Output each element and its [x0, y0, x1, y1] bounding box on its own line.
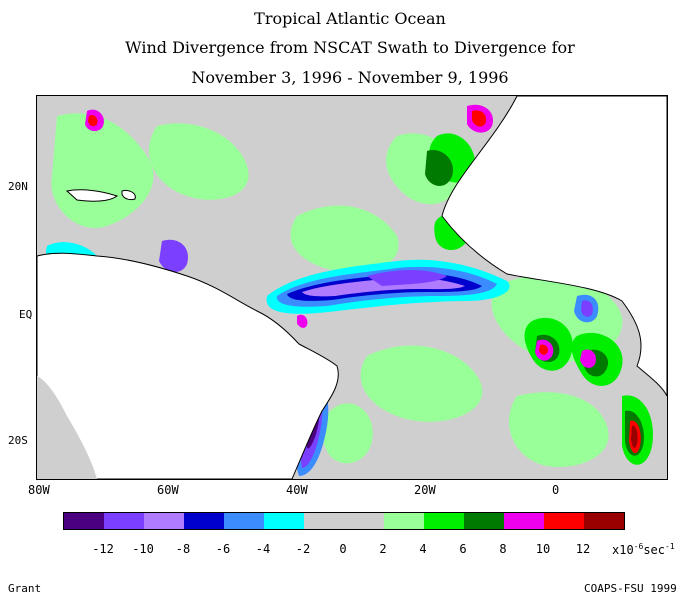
- lat-label-20n: 20N: [8, 180, 28, 193]
- legend-unit-base: x10: [612, 543, 634, 557]
- legend-tick-label: 2: [379, 542, 387, 556]
- divergence-map: [36, 95, 668, 480]
- footer-right: COAPS-FSU 1999: [584, 582, 677, 595]
- color-legend: [63, 512, 625, 530]
- legend-swatch: [464, 513, 504, 529]
- legend-tick-label: 0: [339, 542, 347, 556]
- legend-swatch: [104, 513, 144, 529]
- legend-unit-exponent2: -1: [665, 542, 675, 551]
- legend-swatch: [184, 513, 224, 529]
- legend-swatch: [504, 513, 544, 529]
- lon-label-20w: 20W: [414, 483, 436, 497]
- legend-tick-label: -10: [132, 542, 154, 556]
- legend-swatch: [584, 513, 624, 529]
- footer-left: Grant: [8, 582, 42, 595]
- legend-tick-label: -8: [175, 542, 191, 556]
- legend-swatch: [424, 513, 464, 529]
- legend-unit-exponent: -6: [633, 542, 644, 551]
- legend-swatch: [304, 513, 344, 529]
- title-line-3: November 3, 1996 - November 9, 1996: [191, 68, 509, 87]
- title-line-1: Tropical Atlantic Ocean: [254, 9, 446, 28]
- legend-unit-sec: sec: [643, 543, 666, 557]
- legend-tick-label: -2: [295, 542, 311, 556]
- legend-tick-label: 12: [575, 542, 591, 556]
- legend-tick-label: 6: [459, 542, 467, 556]
- legend-swatch: [224, 513, 264, 529]
- legend-unit: x10-6sec-1: [612, 542, 675, 557]
- legend-swatch: [384, 513, 424, 529]
- legend-swatch: [544, 513, 584, 529]
- title-line-2: Wind Divergence from NSCAT Swath to Dive…: [125, 38, 575, 57]
- legend-swatch: [144, 513, 184, 529]
- legend-tick-label: -4: [255, 542, 271, 556]
- lat-label-eq: EQ: [19, 308, 33, 321]
- map-field: [37, 96, 667, 479]
- lat-label-20s: 20S: [8, 434, 28, 447]
- lon-label-0: 0: [552, 483, 560, 497]
- lon-label-40w: 40W: [286, 483, 308, 497]
- legend-tick-label: -6: [215, 542, 231, 556]
- legend-swatch: [64, 513, 104, 529]
- lon-label-60w: 60W: [157, 483, 179, 497]
- lon-label-80w: 80W: [28, 483, 50, 497]
- legend-swatch: [264, 513, 304, 529]
- legend-tick-label: 8: [499, 542, 507, 556]
- legend-tick-label: 4: [419, 542, 427, 556]
- legend-swatch: [344, 513, 384, 529]
- legend-tick-label: -12: [92, 542, 114, 556]
- field-negative-band: [266, 259, 510, 314]
- land-masses: [37, 96, 667, 479]
- legend-tick-label: 10: [535, 542, 551, 556]
